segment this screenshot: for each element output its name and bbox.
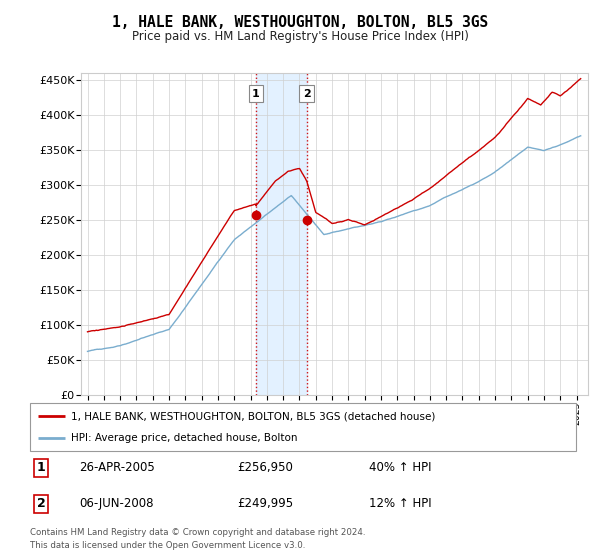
Text: 06-JUN-2008: 06-JUN-2008 bbox=[79, 497, 154, 510]
Text: 1, HALE BANK, WESTHOUGHTON, BOLTON, BL5 3GS: 1, HALE BANK, WESTHOUGHTON, BOLTON, BL5 … bbox=[112, 15, 488, 30]
Text: 2: 2 bbox=[37, 497, 45, 510]
Text: 1: 1 bbox=[252, 88, 260, 99]
Text: Price paid vs. HM Land Registry's House Price Index (HPI): Price paid vs. HM Land Registry's House … bbox=[131, 30, 469, 44]
Bar bbox=[256, 73, 307, 395]
Text: 40% ↑ HPI: 40% ↑ HPI bbox=[368, 461, 431, 474]
Text: Contains HM Land Registry data © Crown copyright and database right 2024.
This d: Contains HM Land Registry data © Crown c… bbox=[30, 528, 365, 550]
Text: 1, HALE BANK, WESTHOUGHTON, BOLTON, BL5 3GS (detached house): 1, HALE BANK, WESTHOUGHTON, BOLTON, BL5 … bbox=[71, 411, 436, 421]
Text: £256,950: £256,950 bbox=[238, 461, 293, 474]
Text: 12% ↑ HPI: 12% ↑ HPI bbox=[368, 497, 431, 510]
Text: £249,995: £249,995 bbox=[238, 497, 293, 510]
Text: 26-APR-2005: 26-APR-2005 bbox=[79, 461, 155, 474]
Text: 2: 2 bbox=[303, 88, 310, 99]
Text: 1: 1 bbox=[37, 461, 45, 474]
Text: HPI: Average price, detached house, Bolton: HPI: Average price, detached house, Bolt… bbox=[71, 433, 298, 443]
FancyBboxPatch shape bbox=[30, 403, 576, 451]
